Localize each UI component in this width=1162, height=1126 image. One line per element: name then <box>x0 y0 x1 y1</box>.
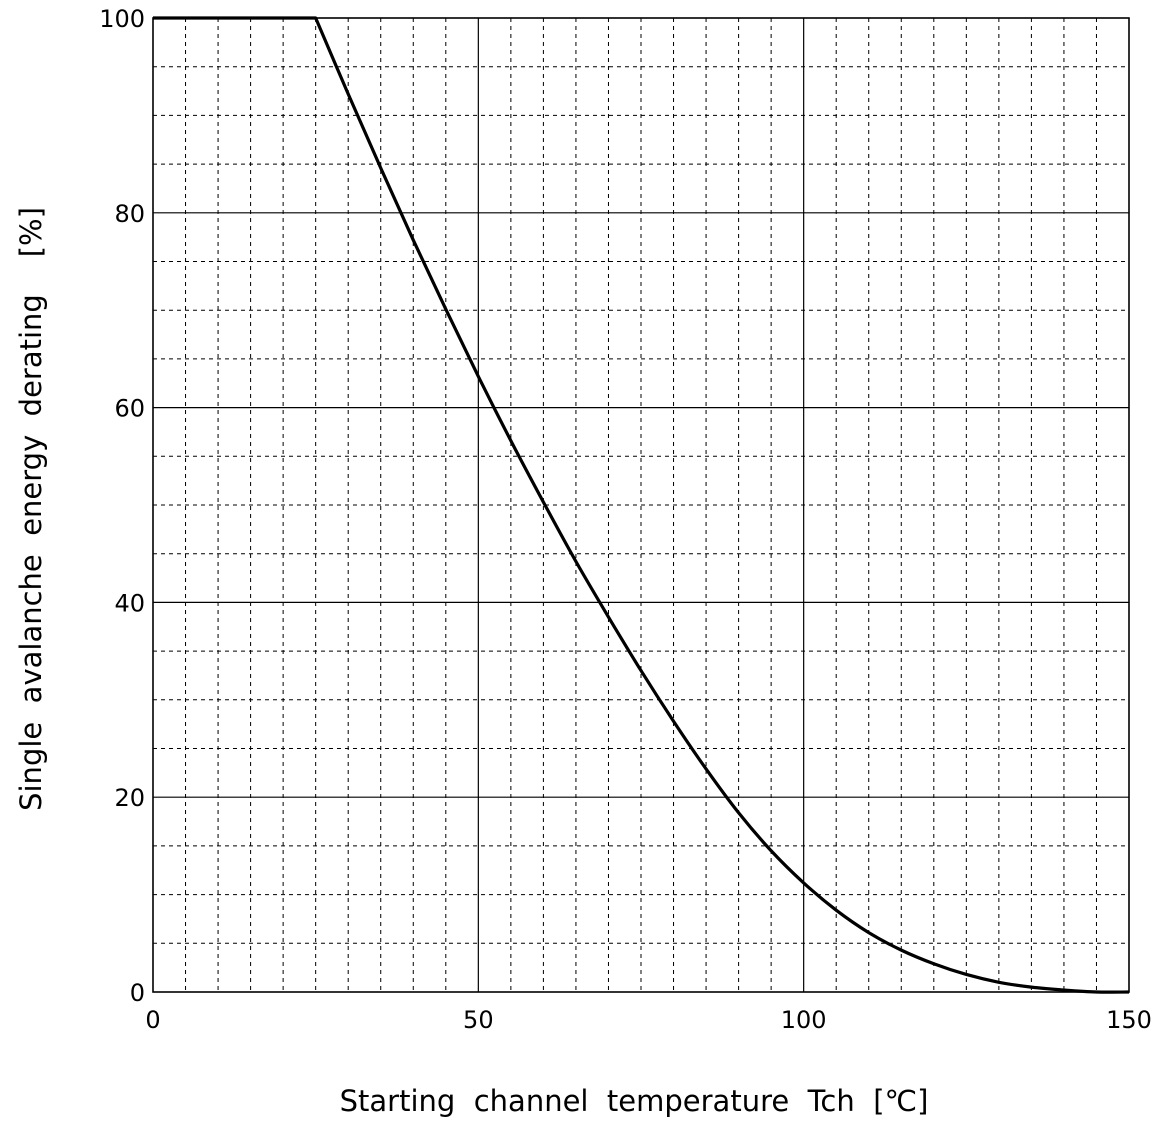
x-tick-labels: 0 50 100 150 <box>145 1006 1152 1034</box>
y-tick-labels: 0 20 40 60 80 100 <box>99 5 145 1007</box>
y-tick-label: 40 <box>114 589 145 617</box>
minor-grid <box>153 18 1129 992</box>
y-tick-label: 60 <box>114 395 145 423</box>
x-tick-label: 150 <box>1106 1006 1152 1034</box>
x-tick-label: 50 <box>463 1006 494 1034</box>
major-grid <box>153 18 1129 992</box>
series-line <box>153 16 1130 994</box>
x-axis-title: Starting channel temperature Tch [℃] <box>340 1084 929 1118</box>
x-tick-label: 0 <box>145 1006 160 1034</box>
series-layer <box>153 16 1130 994</box>
y-tick-label: 100 <box>99 5 145 33</box>
y-axis-title: Single avalanche energy derating [%] <box>14 207 48 811</box>
y-tick-label: 80 <box>114 200 145 228</box>
y-tick-label: 0 <box>130 979 145 1007</box>
x-tick-label: 100 <box>781 1006 827 1034</box>
y-tick-label: 20 <box>114 784 145 812</box>
plot-frame <box>152 17 1130 993</box>
